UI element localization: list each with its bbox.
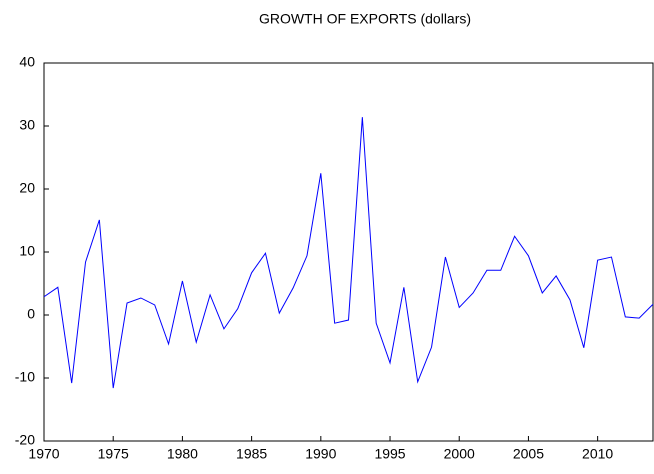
y-tick-label: -10 [15, 369, 35, 385]
x-tick-label: 1995 [374, 446, 405, 462]
x-tick-label: 2010 [582, 446, 613, 462]
y-tick-label: 10 [19, 243, 35, 259]
x-tick-label: 2005 [513, 446, 544, 462]
y-tick-label: -20 [15, 432, 35, 448]
y-tick-label: 20 [19, 180, 35, 196]
x-tick-label: 1975 [98, 446, 129, 462]
x-tick-label: 1990 [305, 446, 336, 462]
y-tick-label: 40 [19, 54, 35, 70]
series-line [43, 117, 654, 389]
x-tick-label: 1980 [167, 446, 198, 462]
plot-frame [43, 62, 654, 442]
chart-title: GROWTH OF EXPORTS (dollars) [259, 11, 471, 27]
x-tick-label: 1970 [28, 446, 59, 462]
x-tick-label: 1985 [236, 446, 267, 462]
x-tick-label: 2000 [444, 446, 475, 462]
y-tick-label: 0 [27, 306, 35, 322]
y-tick-label: 30 [19, 117, 35, 133]
